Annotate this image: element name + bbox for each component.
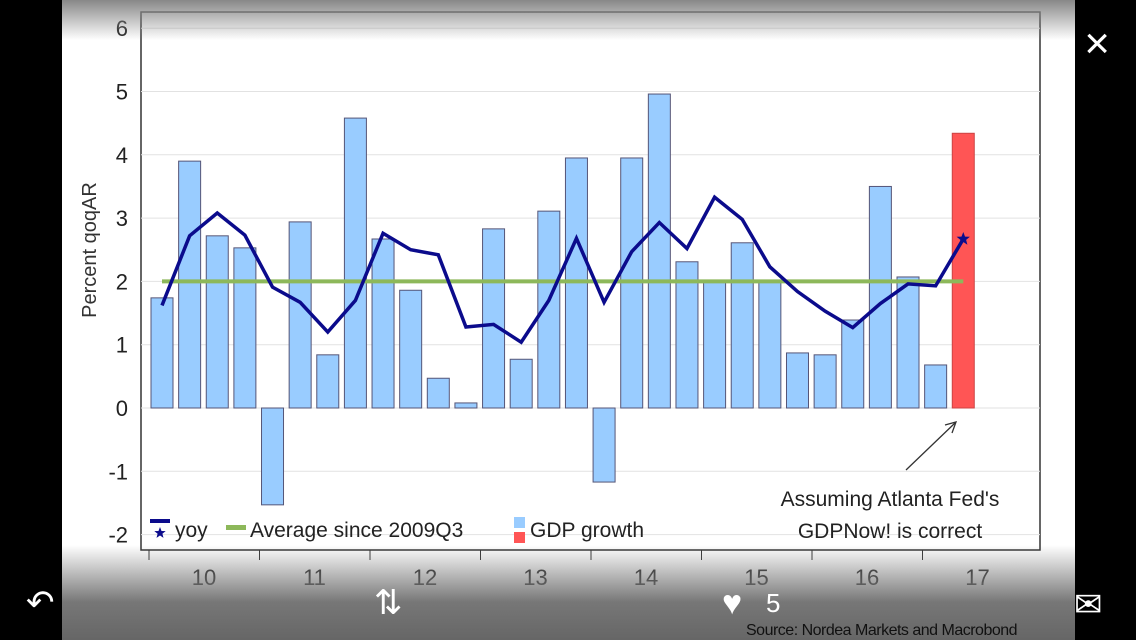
y-tick-label: 0 [116, 396, 128, 421]
gdp-bar [150, 297, 174, 409]
gdp-bar [703, 280, 727, 409]
legend-average-swatch [226, 525, 246, 530]
gdp-bar [399, 289, 423, 409]
x-tick-label: 15 [744, 565, 768, 590]
retweet-icon[interactable]: ⇅ [374, 584, 403, 622]
x-tick-label: 16 [855, 565, 879, 590]
y-tick-label: 5 [116, 80, 128, 105]
y-tick-label: 4 [116, 143, 128, 168]
gdp-bar [813, 354, 837, 409]
gdp-bar [482, 228, 506, 409]
gdp-bar [371, 238, 395, 409]
y-tick-label: 2 [116, 269, 128, 294]
y-tick-label: -2 [108, 523, 128, 548]
gdp-bar [592, 407, 616, 483]
gdp-bar [841, 319, 865, 409]
x-tick-label: 14 [634, 565, 658, 590]
legend-gdp-swatch [514, 517, 525, 528]
y-tick-label: 3 [116, 206, 128, 231]
y-tick-label: 6 [116, 16, 128, 41]
legend-gdp-highlight-swatch [514, 532, 525, 543]
gdp-bar [343, 117, 367, 409]
legend-average: Average since 2009Q3 [250, 519, 463, 542]
gdp-bar [454, 402, 478, 409]
legend-yoy-swatch [150, 519, 170, 523]
gdp-bar [785, 352, 809, 409]
annotation-text: GDPNow! is correct [798, 520, 983, 543]
x-tick-label: 13 [523, 565, 547, 590]
y-tick-label: -1 [108, 459, 128, 484]
reply-icon[interactable]: ↶ [26, 584, 55, 622]
legend-yoy-star [154, 527, 166, 538]
annotation-arrowhead [944, 421, 958, 434]
close-icon[interactable]: × [1084, 19, 1110, 68]
gdp-bar [288, 221, 312, 409]
gdp-bar [924, 364, 948, 409]
gdp-bar [261, 407, 285, 506]
annotation-text: Assuming Atlanta Fed's [781, 488, 1000, 511]
yoy-last-marker [956, 232, 970, 245]
gdp-bar [896, 276, 920, 409]
gdp-bar [316, 354, 340, 409]
gdp-bar [951, 132, 975, 409]
gdp-bar [675, 261, 699, 409]
like-count: 5 [766, 588, 781, 618]
x-tick-label: 10 [192, 565, 216, 590]
y-axis-label: Percent qoqAR [79, 182, 101, 318]
message-icon[interactable]: ✉ [1074, 586, 1103, 624]
gdp-bar [537, 210, 561, 409]
gdp-bar [647, 93, 671, 409]
like-icon[interactable]: ♥ [722, 584, 743, 622]
y-tick-label: 1 [116, 333, 128, 358]
legend-gdp: GDP growth [530, 519, 644, 542]
chart-source: Source: Nordea Markets and Macrobond [746, 622, 1018, 639]
yoy-line [160, 194, 965, 345]
gdp-bar [730, 242, 754, 409]
gdp-bar [205, 235, 229, 409]
x-tick-label: 11 [303, 565, 326, 590]
x-tick-label: 12 [413, 565, 437, 590]
gdp-bar [509, 358, 533, 409]
gdp-bar [426, 377, 450, 409]
legend-yoy: yoy [175, 519, 208, 542]
gdp-bar [758, 280, 782, 409]
annotation-arrow [905, 422, 956, 471]
gdp-bar [178, 160, 202, 409]
gdp-bar [233, 247, 257, 409]
x-tick-label: 17 [965, 565, 989, 590]
